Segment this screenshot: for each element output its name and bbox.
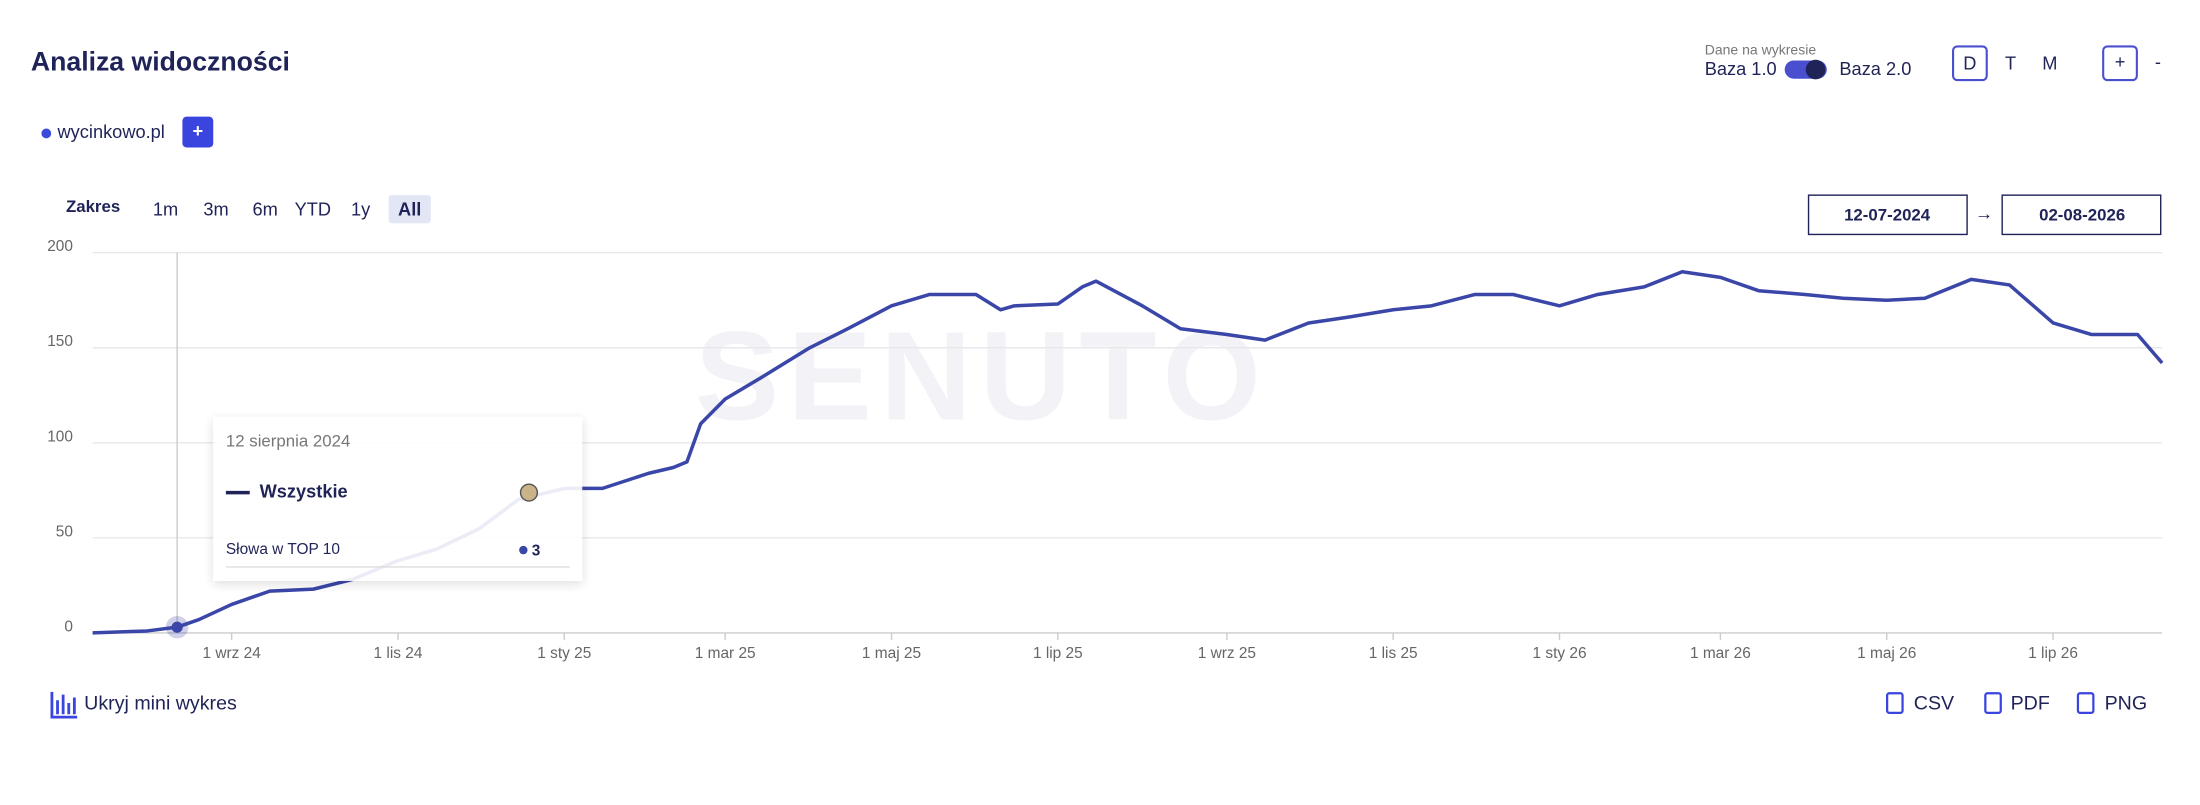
range-options: 1m 3m 6m YTD 1y All bbox=[153, 195, 431, 224]
x-tick-label: 1 lis 25 bbox=[1369, 645, 1418, 662]
range-label: Zakres bbox=[66, 197, 120, 216]
tooltip-dot bbox=[519, 545, 528, 555]
date-box[interactable] bbox=[1807, 194, 1968, 236]
tooltip-date: 12 sierpnia 2024 bbox=[226, 432, 350, 451]
tooltip-box bbox=[213, 416, 583, 581]
range-selected bbox=[388, 195, 431, 224]
x-tick-label: 1 maj 26 bbox=[1857, 645, 1916, 662]
chart-icon bbox=[50, 691, 78, 719]
x-tick-label: 1 wrz 25 bbox=[1198, 645, 1256, 662]
base-right[interactable]: Baza 2.0 bbox=[1839, 58, 1911, 79]
zoom-in[interactable]: + bbox=[2115, 51, 2126, 72]
title: Analiza widoczności bbox=[31, 46, 290, 76]
file-icon bbox=[1885, 692, 1904, 715]
range-option[interactable]: 1m bbox=[153, 198, 178, 219]
export[interactable]: CSV bbox=[1914, 693, 1954, 715]
y-tick-label: 200 bbox=[47, 238, 73, 255]
data-label: Dane na wykresie bbox=[1705, 41, 1817, 57]
date-to[interactable]: 02-08-2026 bbox=[2039, 206, 2125, 225]
y-tick-label: 100 bbox=[47, 428, 73, 445]
y-tick-label: 50 bbox=[56, 523, 73, 540]
y-tick-label: 150 bbox=[47, 333, 73, 350]
plot: 0 50 100 150 200 1 wrz 24 1 lis 24 1 sty 25 1 ma… bbox=[47, 238, 2164, 662]
x-tick-label: 1 sty 25 bbox=[537, 645, 591, 662]
range-option[interactable]: YTD bbox=[295, 198, 331, 219]
x-tick-label: 1 lip 26 bbox=[2028, 645, 2078, 662]
hover-point bbox=[171, 621, 183, 633]
date-from[interactable]: 12-07-2024 bbox=[1844, 206, 1931, 225]
granularity[interactable]: M bbox=[2042, 52, 2057, 73]
tooltip-value: 3 bbox=[532, 543, 541, 560]
x-tick-label: 1 maj 25 bbox=[862, 645, 921, 662]
x-tick-label: 1 lis 24 bbox=[374, 645, 423, 662]
tooltip-icon bbox=[519, 483, 539, 502]
add-button[interactable] bbox=[182, 116, 214, 148]
footer: Ukryj mini wykres CSV PDF PNG bbox=[50, 691, 2148, 719]
x-tick-label: 1 sty 26 bbox=[1533, 645, 1587, 662]
range-option[interactable]: 3m bbox=[203, 198, 228, 219]
x-tick-label: 1 mar 26 bbox=[1690, 645, 1751, 662]
tooltip-series: Wszystkie bbox=[260, 480, 348, 501]
tooltip: 12 sierpnia 2024 Wszystkie Słowa w TOP 10 3 bbox=[213, 416, 583, 581]
mini-toggle[interactable]: Ukryj mini wykres bbox=[84, 693, 237, 715]
zoom-out[interactable]: - bbox=[2155, 51, 2161, 72]
file-icon bbox=[1984, 692, 2002, 715]
export[interactable]: PDF bbox=[2011, 693, 2050, 715]
granularity[interactable]: D bbox=[1963, 52, 1976, 73]
range-option[interactable]: All bbox=[398, 198, 421, 219]
arrow: → bbox=[1975, 203, 1993, 224]
watermark: SENUTO bbox=[695, 305, 1269, 446]
base-left[interactable]: Baza 1.0 bbox=[1705, 58, 1777, 79]
x-tick-label: 1 mar 25 bbox=[695, 645, 756, 662]
y-tick-label: 0 bbox=[64, 618, 73, 635]
add-label: + bbox=[193, 120, 204, 141]
export[interactable]: PNG bbox=[2105, 693, 2148, 715]
granularity[interactable]: T bbox=[2005, 52, 2016, 73]
selected-box bbox=[1952, 45, 1988, 82]
zoom-box[interactable] bbox=[2102, 45, 2138, 82]
domain: wycinkowo.pl bbox=[57, 121, 165, 142]
toggle-knob bbox=[1805, 59, 1826, 80]
domain-dot bbox=[41, 128, 52, 139]
x-tick-label: 1 lip 25 bbox=[1033, 645, 1083, 662]
x-tick-label: 1 wrz 24 bbox=[203, 645, 262, 662]
range-option[interactable]: 1y bbox=[351, 198, 371, 219]
tooltip-metric: Słowa w TOP 10 bbox=[226, 541, 340, 558]
date-box[interactable] bbox=[2001, 194, 2162, 236]
range-option[interactable]: 6m bbox=[253, 198, 278, 219]
file-icon bbox=[2076, 692, 2095, 715]
